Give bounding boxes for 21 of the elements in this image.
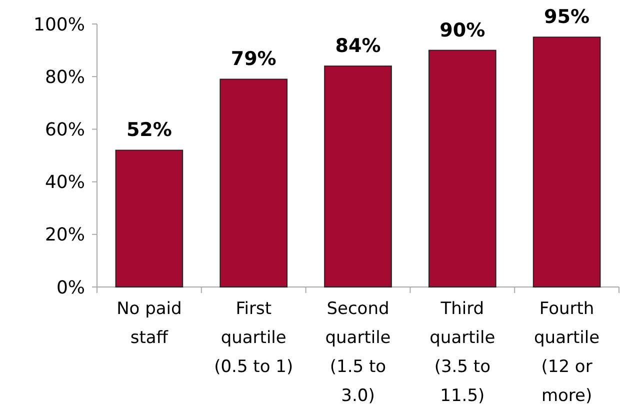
x-tick-label: Fourth quartile (12 or more)	[534, 299, 600, 406]
x-tick-label: No paid staff	[116, 299, 182, 348]
data-label: 95%	[544, 6, 590, 28]
y-tick-label: 100%	[34, 14, 85, 36]
bar	[115, 150, 184, 288]
x-tick-label: Third quartile (3.5 to 11.5)	[430, 299, 496, 406]
x-tick-label: First quartile (0.5 to 1)	[214, 299, 294, 377]
y-tick-label: 60%	[44, 120, 85, 140]
y-tick-label: 40%	[44, 172, 85, 194]
y-tick-label: 80%	[44, 66, 85, 88]
y-tick-label: 0%	[56, 277, 85, 298]
data-label: 84%	[335, 35, 381, 58]
bar	[324, 66, 392, 288]
bar	[532, 36, 601, 288]
bar	[428, 50, 496, 288]
y-tick-label: 20%	[44, 224, 85, 246]
x-tick-label: Second quartile (1.5 to 3.0)	[325, 299, 391, 406]
bar	[220, 78, 288, 288]
data-label: 52%	[126, 119, 172, 142]
data-label: 90%	[440, 19, 486, 42]
data-label: 79%	[230, 48, 276, 70]
